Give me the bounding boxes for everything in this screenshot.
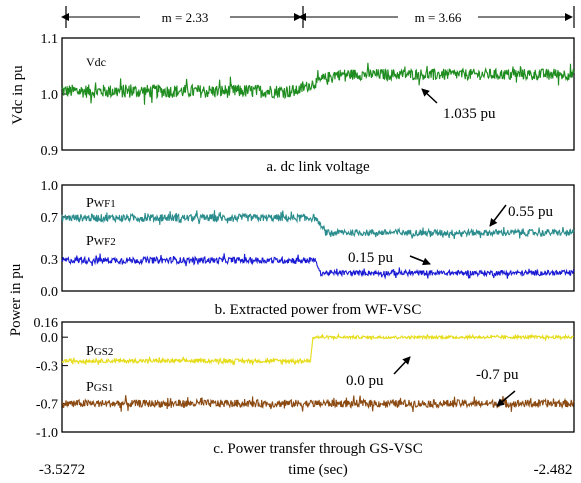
- series-line-pgs2: [61, 332, 574, 366]
- series-label-pwf1: PWF1: [86, 196, 116, 211]
- series-line-pgs1: [61, 395, 575, 412]
- caption-b: b. Extracted power from WF-VSC: [215, 302, 422, 318]
- series-label-pgs1-main: P: [86, 380, 94, 395]
- y-tick-label: 1.0: [41, 88, 59, 103]
- y-tick-label: 1.1: [41, 32, 59, 47]
- annotation-arrow-a1: [421, 88, 438, 104]
- annotation-b1: 0.55 pu: [508, 204, 554, 220]
- annotation-a1: 1.035 pu: [443, 106, 496, 122]
- series-group-a: [61, 62, 575, 105]
- series-line-pwf1: [61, 210, 575, 239]
- series-label-pgs1-sub: GS1: [94, 382, 114, 394]
- y-tick-label: 0.16: [34, 316, 59, 331]
- y-tick-label: 1.0: [41, 179, 59, 194]
- y-tick-label: -1.0: [36, 426, 58, 441]
- y-tick-label: 0.0: [41, 331, 59, 346]
- annotation-c2: -0.7 pu: [476, 367, 519, 383]
- series-label-pwf2: PWF2: [86, 234, 116, 249]
- caption-a: a. dc link voltage: [266, 159, 370, 175]
- y-ticks-c: 0.160.0 -0.3 -0.7 -1.0: [34, 316, 68, 441]
- shared-y-axis-label: Power in pu: [8, 263, 24, 336]
- series-label-pwf2-sub: WF2: [94, 236, 116, 248]
- regime-label-2: m = 3.66: [415, 10, 462, 25]
- panel-dc-link-voltage: 1.1 1.0 0.9 Vdc in pu Vdc 1.035 pu a. dc l…: [10, 32, 575, 175]
- y-tick-label: -0.3: [36, 360, 58, 375]
- plot-frame-c: [61, 321, 575, 433]
- annotation-arrow-b2: [409, 255, 431, 266]
- series-label-pgs2: PGS2: [86, 344, 113, 359]
- series-label-vdc: Vdc: [86, 55, 106, 69]
- annotation-arrow-c2: [496, 390, 516, 407]
- regime-markers: m = 2.33 m = 3.66: [61, 6, 575, 28]
- y-tick-label: -0.7: [36, 398, 58, 413]
- x-tick-right: -2.482: [534, 462, 573, 478]
- series-line-pwf2: [61, 253, 575, 280]
- regime-label-1: m = 2.33: [162, 10, 209, 25]
- annotation-b2: 0.15 pu: [348, 250, 394, 266]
- series-label-pwf2-main: P: [86, 234, 94, 249]
- series-group-c: [61, 332, 575, 412]
- series-label-pgs1: PGS1: [86, 380, 113, 395]
- series-group-b: [61, 210, 575, 280]
- y-tick-label: 0.7: [41, 211, 59, 226]
- y-ticks-b: 1.0 0.7 0.3 0.0: [41, 179, 68, 300]
- y-tick-label: 0.0: [41, 285, 59, 300]
- series-label-pgs2-main: P: [86, 344, 94, 359]
- series-label-pwf1-sub: WF1: [94, 198, 116, 210]
- caption-c: c. Power transfer through GS-VSC: [213, 441, 423, 457]
- y-tick-label: 0.9: [41, 144, 59, 159]
- annotation-arrow-c1: [393, 356, 411, 375]
- series-label-pwf1-main: P: [86, 196, 94, 211]
- y-axis-label-a: Vdc in pu: [10, 65, 26, 125]
- panel-power-transfer: 0.160.0-0.3-0.7-1.0 PGS2 PGS1 0.0 pu -0.…: [34, 316, 575, 457]
- series-label-pgs2-sub: GS2: [94, 346, 114, 358]
- panel-extracted-power: 1.00.70.30.0 PWF1 PWF2 0.55 pu 0.15 pu b…: [41, 179, 575, 318]
- x-axis-label: time (sec): [288, 462, 348, 478]
- series-line-vdc: [61, 62, 575, 105]
- plot-frame-b: [61, 184, 575, 292]
- annotation-arrow-b1: [489, 204, 507, 227]
- y-tick-label: 0.3: [41, 253, 59, 268]
- x-tick-left: -3.5272: [39, 462, 85, 478]
- y-ticks-a: 1.1 1.0 0.9: [41, 32, 68, 159]
- annotation-c1: 0.0 pu: [346, 373, 384, 389]
